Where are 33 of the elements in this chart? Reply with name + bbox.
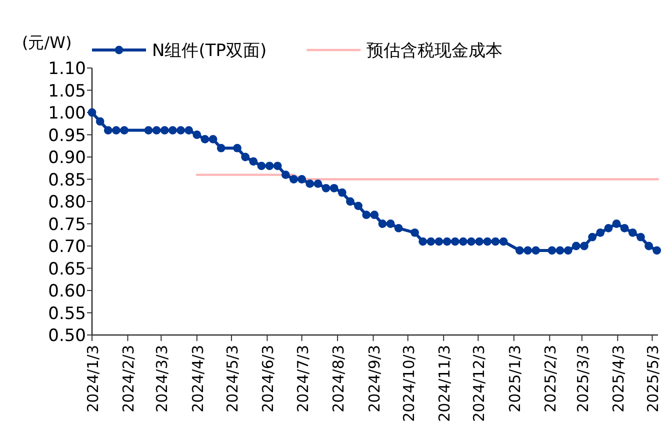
ytick: 0.70 <box>48 237 86 257</box>
xtick: 2024/4/3 <box>188 345 207 412</box>
ytick: 1.05 <box>48 81 86 102</box>
xtick: 2024/5/3 <box>223 345 242 412</box>
ytick: 1.10 <box>48 59 86 79</box>
xtick: 2025/1/3 <box>506 345 524 412</box>
xtick: 2024/12/3 <box>470 345 488 422</box>
xtick: 2025/3/3 <box>574 345 592 412</box>
xtick: 2024/10/3 <box>400 345 418 422</box>
legend-label: N组件(TP双面) <box>152 41 267 61</box>
ytick: 0.55 <box>48 304 86 324</box>
xtick: 2025/2/3 <box>542 345 560 412</box>
ytick: 0.90 <box>48 148 86 168</box>
ylabel: (元/W) <box>22 33 72 52</box>
xtick: 2024/1/3 <box>84 345 102 412</box>
ytick: 0.50 <box>48 326 86 346</box>
ytick: 0.60 <box>48 282 86 302</box>
ytick: 0.95 <box>48 126 86 146</box>
ytick: 0.65 <box>48 259 86 280</box>
xtick: 2024/3/3 <box>153 345 172 412</box>
xtick: 2025/5/3 <box>644 345 662 412</box>
xtick: 2024/2/3 <box>120 345 138 412</box>
legend-label: 预估含税现金成本 <box>366 41 503 61</box>
ytick: 1.00 <box>48 104 86 124</box>
xtick: 2025/4/3 <box>610 345 628 412</box>
xtick: 2024/8/3 <box>330 345 348 412</box>
xtick: 2024/7/3 <box>294 345 312 412</box>
ytick: 0.75 <box>48 214 86 235</box>
xtick: 2024/6/3 <box>259 345 278 412</box>
ytick: 0.85 <box>48 170 86 190</box>
xtick: 2024/11/3 <box>436 345 454 422</box>
xtick: 2024/9/3 <box>365 345 384 412</box>
ytick: 0.80 <box>48 192 86 212</box>
